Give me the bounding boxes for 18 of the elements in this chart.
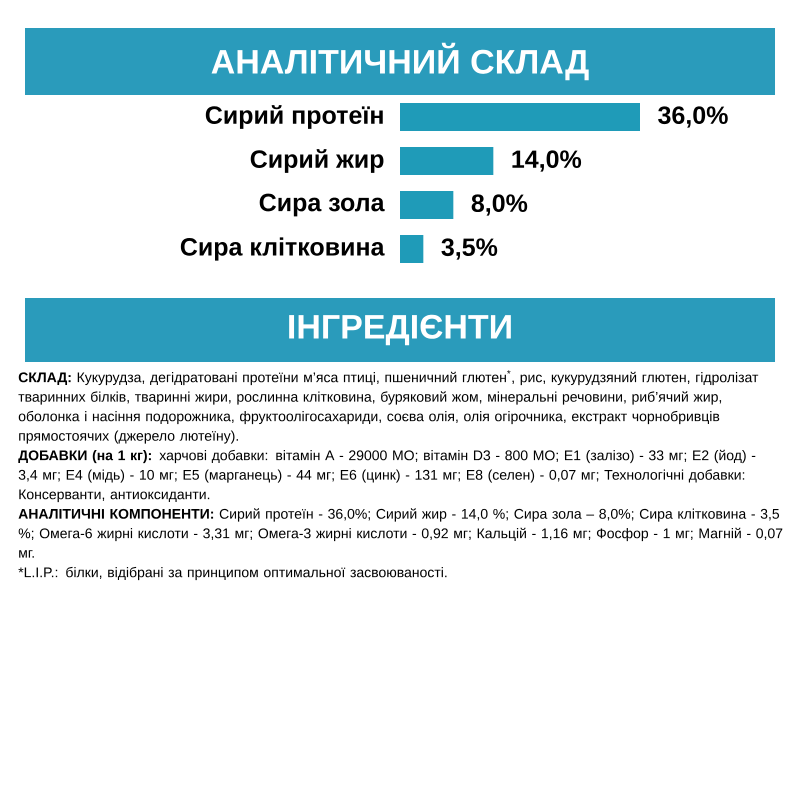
data-label: 8,0%: [472, 194, 528, 216]
data-label: 14,0%: [512, 150, 582, 172]
text: АНАЛІТИЧНІ КОМПОНЕНТИ: Сирий протеїн - 36,0%; Сирий жир - 14,0 %; Сира зола – 8,0%; Сира клітковина - 3,5 %; Омега-6 жирні кислоти - 3,31 мг; Омега-3 жирні кислоти - 0,92 мг; Кальцій - 1,16 мг; Фосфор - 1 мг; Магній - 0,07 мг.: [18, 508, 782, 558]
y-tick-label: Сира зола: [260, 194, 385, 216]
bar: [400, 103, 640, 131]
y-tick-label: Сира клітковина: [180, 237, 385, 261]
text: *L.I.P.: білки, відібрані за принципом оптимальної засвоюваності.: [18, 566, 446, 580]
bar: [400, 190, 454, 219]
text: ДОБАВКИ (на 1 кг): харчові добавки: вітамін A - 29000 МО; вітамін D3 - 800 МО; E1 (залізо) - 33 мг; E2 (йод) - 3,4 мг; E4 (мідь) - 10 мг; E5 (марганець) - 44 мг; E6 (цинк) - 131 мг; E8 (селен) - 0,07 мг; Технологічні добавки: Консерванти, антиоксиданти.: [18, 450, 756, 502]
text: СКЛАД: Кукурудза, дегідратовані протеїни м’яса птиці, пшеничний глютен$^{*}$, рис, кукурудзяний глютен, гідролізат тваринних білків, тваринні жири, рослинна клітковина, буряковий жом, мінеральні речовини, риб’ячий жир, оболонка і насіння подорожника, фруктоолігосахариди, соєва олія, олія огірочника, екстракт чорнобривців прямостоячих (джерело лютеїну).: [18, 370, 758, 444]
data-label: 3,5%: [441, 238, 498, 260]
data-label: 36,0%: [658, 106, 728, 128]
y-tick-label: Сирий жир: [250, 149, 384, 173]
y-tick-label: Сирий протеїн: [206, 105, 383, 129]
bar: [400, 147, 494, 175]
bar: [400, 234, 424, 263]
chart-title: АНАЛІТИЧНИЙ СКЛАД: [212, 42, 589, 80]
text: ІНГРЕДІЄНТИ: [289, 314, 511, 346]
